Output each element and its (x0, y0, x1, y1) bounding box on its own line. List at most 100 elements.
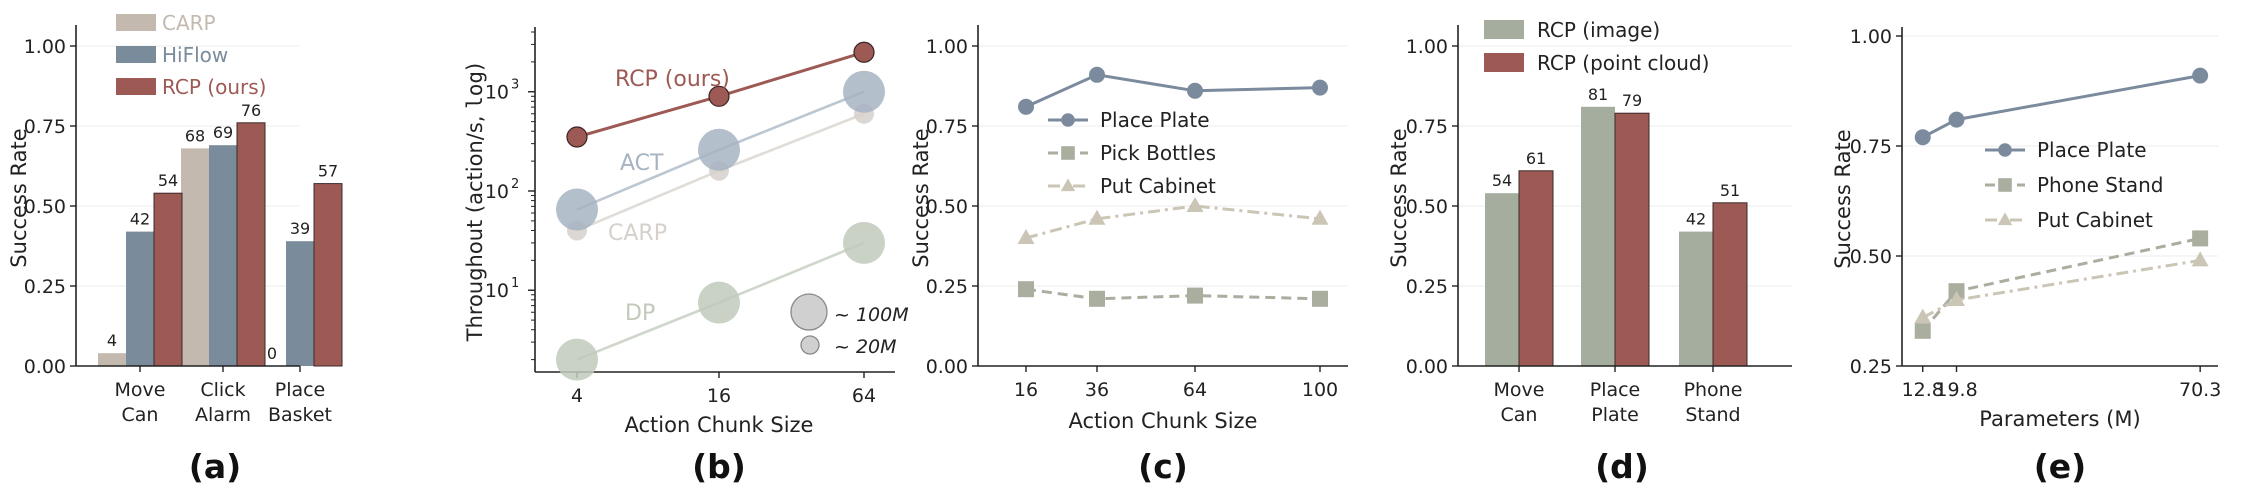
data-point (1187, 287, 1203, 304)
x-tick-label: 100 (1302, 379, 1338, 401)
bar (236, 122, 266, 367)
series-line (1922, 258, 2201, 319)
y-tick-label: 0.00 (926, 356, 968, 378)
y-tick-label: 1.00 (1850, 26, 1892, 48)
legend-marker (1061, 113, 1075, 127)
x-tick-label: 16 (707, 385, 731, 407)
panel-c: 0.00 0.25 0.50 0.75 1.00 16 36 64 100 Place Plate… (909, 25, 1348, 486)
y-tick-label: 10 (485, 181, 509, 203)
y-tick-exponent: 1 (511, 276, 519, 291)
bar (98, 353, 126, 366)
x-axis-label: Action Chunk Size (625, 413, 814, 437)
bar (1581, 106, 1615, 367)
y-tick-label: 1.00 (1406, 36, 1448, 58)
y-axis-label: Throughout (action/s, log) (463, 63, 487, 343)
panel-label: (a) (189, 447, 241, 486)
panel-a: 0.00 0.25 0.50 0.75 1.00 4 68 0 42 69 39 54 76 57 Move… (7, 11, 343, 486)
bar (313, 183, 343, 367)
bar (1679, 231, 1713, 366)
series-label: DP (625, 301, 655, 326)
y-tick-label: 0.50 (926, 196, 968, 218)
x-tick-label: Phone (1684, 379, 1743, 401)
bar-data-label: 0 (267, 344, 277, 363)
panel-label: (d) (1595, 447, 1649, 486)
x-tick-label: 70.3 (2179, 379, 2221, 401)
y-tick-label: 0.25 (926, 276, 968, 298)
series-line (1922, 74, 2201, 139)
size-legend-label: ~ 100M (834, 304, 909, 326)
bar-data-label: 76 (241, 101, 261, 120)
data-point (1017, 229, 1035, 244)
y-tick-label: 0.50 (1406, 196, 1448, 218)
bar (1485, 193, 1519, 366)
x-tick-label: Alarm (195, 404, 251, 426)
data-point (1187, 82, 1203, 99)
bar-data-label: 51 (1720, 181, 1740, 200)
x-tick-label: Can (122, 404, 159, 426)
x-tick-label: 16 (1014, 379, 1038, 401)
bar-data-label: 54 (1492, 171, 1512, 190)
panel-label: (c) (1138, 447, 1188, 486)
data-point (2192, 230, 2209, 247)
legend-marker (1997, 212, 2013, 226)
bar (209, 145, 237, 366)
y-axis-label: Success Rate (1387, 128, 1411, 267)
y-tick-label: 10 (485, 280, 509, 302)
x-tick-label: Basket (268, 404, 332, 426)
x-tick-label: Stand (1685, 404, 1740, 426)
y-axis-label-prefix: Throughout (action/s, (463, 109, 487, 342)
data-point (698, 128, 740, 171)
y-tick-label: 0.75 (1406, 116, 1448, 138)
bar-data-label: 42 (1686, 210, 1706, 229)
series-line (1025, 73, 1321, 109)
y-tick-label: 10 (485, 82, 509, 104)
y-tick-label: 0.75 (24, 116, 66, 138)
bar-data-label: 81 (1588, 85, 1608, 104)
bar-data-label: 42 (130, 210, 150, 229)
bar-data-label: 39 (290, 219, 310, 238)
y-axis-label-suffix: ) (463, 63, 487, 71)
y-tick-label: 0.75 (926, 116, 968, 138)
bar (181, 148, 209, 366)
legend-label: RCP (ours) (162, 75, 266, 99)
legend-label: Put Cabinet (1100, 174, 1216, 198)
data-point (843, 221, 885, 264)
y-tick-label: 0.00 (24, 356, 66, 378)
data-point (1914, 322, 1931, 339)
series-label: CARP (608, 221, 667, 246)
panel-label: (e) (2034, 447, 2087, 486)
x-tick-label: Move (115, 379, 166, 401)
data-point (1948, 111, 1965, 128)
data-point (1914, 129, 1931, 146)
data-point (1186, 197, 1204, 212)
y-axis-label: Success Rate (1831, 129, 1855, 268)
data-point (1018, 281, 1034, 298)
series-label: RCP (ours) (615, 67, 730, 92)
data-point (1018, 98, 1034, 115)
legend-marker (1998, 178, 2012, 192)
data-point (708, 85, 730, 107)
series-label: ACT (620, 151, 664, 176)
x-axis-label: Action Chunk Size (1069, 409, 1258, 433)
data-point (1312, 79, 1328, 96)
data-point (1948, 291, 1966, 306)
y-tick-label: 0.75 (1850, 136, 1892, 158)
y-tick-exponent: 2 (511, 177, 519, 192)
data-point (556, 338, 598, 381)
x-tick-label: Click (200, 379, 245, 401)
x-tick-label: 4 (571, 385, 583, 407)
legend-swatch (116, 46, 156, 63)
data-point (853, 41, 875, 63)
x-tick-label: Place (275, 379, 326, 401)
legend-marker (1998, 143, 2012, 157)
x-tick-label: 12.8 (1902, 379, 1944, 401)
x-tick-label: Plate (1591, 404, 1639, 426)
legend-swatch (116, 78, 156, 95)
legend-label: Put Cabinet (2037, 208, 2153, 232)
bar (126, 231, 154, 366)
legend-marker (1060, 178, 1076, 192)
legend-label: Pick Bottles (1100, 141, 1216, 165)
y-axis-label: Success Rate (7, 128, 31, 267)
y-tick-label: 1.00 (24, 36, 66, 58)
legend-label: Place Plate (1100, 108, 1210, 132)
